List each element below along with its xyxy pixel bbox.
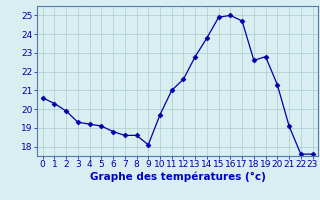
X-axis label: Graphe des températures (°c): Graphe des températures (°c) [90, 172, 266, 182]
